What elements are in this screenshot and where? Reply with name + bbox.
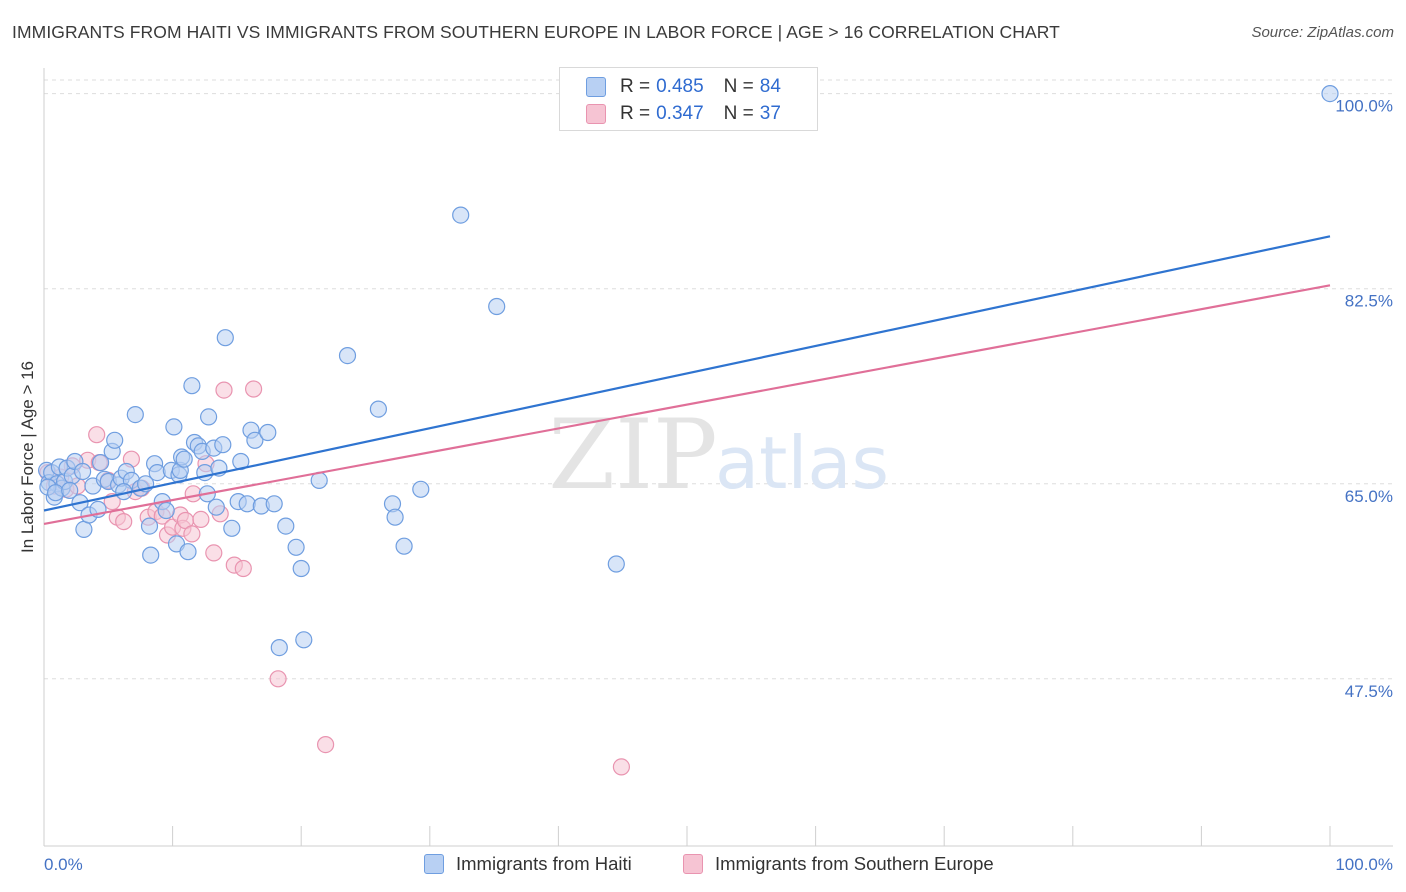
y-tick-label-1: 65.0% xyxy=(1345,487,1393,506)
series-southern-europe-points xyxy=(39,380,631,776)
trend-line-southern-europe xyxy=(43,284,1331,525)
bottom-legend-label-southern-europe: Immigrants from Southern Europe xyxy=(715,853,994,874)
haiti-point-28 xyxy=(140,517,159,535)
legend-n-label: N = xyxy=(723,76,754,97)
haiti-point-81 xyxy=(61,481,79,499)
x-ticks xyxy=(43,826,1331,846)
haiti-point-62 xyxy=(265,495,283,513)
legend-r-label: R = xyxy=(620,76,651,97)
southern-europe-point-28 xyxy=(205,544,223,562)
haiti-point-77 xyxy=(607,555,625,573)
haiti-point-20 xyxy=(106,431,124,449)
legend-n-value-haiti: 84 xyxy=(759,76,781,97)
haiti-point-25 xyxy=(126,406,144,424)
legend-r-label: R = xyxy=(620,103,651,124)
southern-europe-point-30 xyxy=(215,381,233,399)
haiti-point-29 xyxy=(142,546,160,564)
haiti-point-61 xyxy=(259,423,277,442)
haiti-point-52 xyxy=(214,436,232,454)
haiti-point-57 xyxy=(238,495,256,513)
legend-row-haiti: R = 0.485 N = 84 xyxy=(586,75,781,99)
haiti-point-75 xyxy=(452,206,470,224)
haiti-point-41 xyxy=(179,543,197,561)
haiti-point-59 xyxy=(246,431,264,449)
bottom-legend-label-haiti: Immigrants from Haiti xyxy=(456,853,632,874)
haiti-point-33 xyxy=(157,501,175,520)
legend-swatch-haiti xyxy=(586,77,606,97)
haiti-point-72 xyxy=(386,508,404,526)
y-tick-label-0: 47.5% xyxy=(1345,682,1393,701)
y-tick-label-2: 82.5% xyxy=(1345,292,1393,311)
haiti-point-64 xyxy=(277,517,295,535)
correlation-legend: R = 0.485 N = 84 R = 0.347 N = 37 xyxy=(559,67,818,131)
y-tick-label-3: 100.0% xyxy=(1335,97,1393,116)
haiti-point-63 xyxy=(270,638,288,657)
legend-r-value-southern-europe: 0.347 xyxy=(656,103,704,124)
bottom-legend-haiti: Immigrants from Haiti xyxy=(424,851,632,877)
haiti-point-66 xyxy=(292,559,310,578)
haiti-point-48 xyxy=(200,408,218,426)
haiti-point-67 xyxy=(295,631,313,649)
bottom-legend-swatch-southern-europe xyxy=(683,854,703,874)
haiti-point-12 xyxy=(75,520,93,539)
haiti-point-35 xyxy=(165,418,183,436)
watermark-atlas: atlas xyxy=(715,421,889,505)
legend-r-value-haiti: 0.485 xyxy=(656,76,704,97)
haiti-point-65 xyxy=(287,538,305,556)
haiti-point-40 xyxy=(175,450,193,468)
southern-europe-point-12 xyxy=(115,512,133,531)
y-axis-label: In Labor Force | Age > 16 xyxy=(18,361,37,553)
source-credit: Source: ZipAtlas.com xyxy=(1251,24,1394,41)
trend-line-haiti xyxy=(43,235,1331,512)
haiti-point-73 xyxy=(395,537,413,555)
legend-row-southern-europe: R = 0.347 N = 37 xyxy=(586,102,781,126)
southern-europe-point-32 xyxy=(234,559,252,578)
legend-n-value-southern-europe: 37 xyxy=(759,103,781,124)
haiti-point-78 xyxy=(1321,84,1339,103)
watermark-zip: ZIP xyxy=(548,399,717,511)
x-tick-label-1: 100.0% xyxy=(1335,855,1393,874)
haiti-point-31 xyxy=(148,464,166,482)
haiti-point-54 xyxy=(223,519,241,537)
bottom-legend-southern-europe: Immigrants from Southern Europe xyxy=(683,851,994,877)
southern-europe-point-7 xyxy=(88,426,106,444)
legend-n-label: N = xyxy=(723,103,754,124)
southern-europe-point-36 xyxy=(612,758,631,776)
bottom-legend-swatch-haiti xyxy=(424,854,444,874)
haiti-point-80 xyxy=(46,484,65,502)
southern-europe-point-34 xyxy=(269,670,287,688)
southern-europe-point-26 xyxy=(192,510,210,529)
haiti-point-16 xyxy=(91,454,110,472)
x-tick-labels: 0.0% 100.0% xyxy=(44,855,1393,874)
trend-lines xyxy=(43,235,1331,525)
haiti-point-74 xyxy=(412,480,430,498)
haiti-point-76 xyxy=(488,297,506,316)
y-tick-labels: 47.5% 65.0% 82.5% 100.0% xyxy=(1335,97,1393,701)
haiti-point-69 xyxy=(338,347,357,365)
haiti-point-83 xyxy=(73,462,92,481)
southern-europe-point-35 xyxy=(317,735,335,754)
watermark: ZIP atlas xyxy=(548,399,889,511)
haiti-point-42 xyxy=(183,377,201,395)
axes xyxy=(43,68,1393,847)
x-tick-label-0: 0.0% xyxy=(44,855,83,874)
legend-swatch-southern-europe xyxy=(586,104,606,124)
southern-europe-point-24 xyxy=(183,525,201,543)
chart-title: IMMIGRANTS FROM HAITI VS IMMIGRANTS FROM… xyxy=(12,22,1060,42)
gridlines xyxy=(44,79,1393,680)
haiti-point-53 xyxy=(216,329,234,347)
southern-europe-point-33 xyxy=(245,380,263,398)
haiti-point-70 xyxy=(369,400,387,418)
haiti-point-50 xyxy=(207,498,225,516)
